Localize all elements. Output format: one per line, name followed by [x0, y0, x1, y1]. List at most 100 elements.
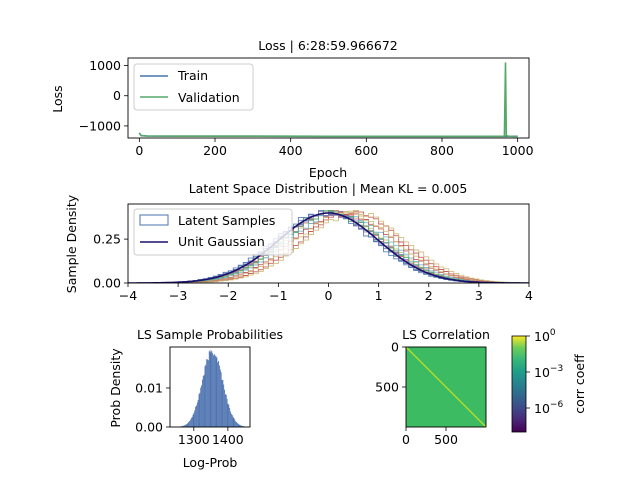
prob-histogram-bar	[236, 421, 237, 427]
loss-xlabel: Epoch	[309, 165, 347, 180]
prob-histogram-bar	[188, 421, 190, 427]
prob-histogram-bar	[211, 350, 213, 427]
latent-sample-histogram	[128, 210, 529, 283]
prob-histogram-bar	[198, 394, 200, 427]
prob-histogram-bar	[241, 425, 242, 427]
prob-histogram-bar	[230, 411, 231, 427]
prob-histogram-bar	[213, 355, 214, 427]
prob-histogram-bar	[209, 350, 211, 427]
prob-histogram-bar	[195, 406, 197, 427]
prob-histogram-bar	[218, 360, 220, 427]
latent-xtick-label: −4	[119, 288, 137, 303]
latent-ticks: −4 −3 −2 −1 0 1 2 3 4 0.25 0.00	[93, 232, 533, 303]
prob-histogram-bar	[201, 385, 202, 427]
prob-xlabel: Log-Prob	[183, 455, 238, 470]
corr-xtick-label: 0	[402, 432, 410, 447]
prob-histogram-bar	[190, 419, 191, 427]
loss-ytick-label: −1000	[79, 118, 121, 133]
prob-histogram-bar	[196, 405, 197, 427]
corr-ytick-label: 0	[391, 340, 399, 355]
prob-histogram-bar	[203, 374, 205, 427]
prob-histogram-bar	[240, 425, 242, 427]
prob-histogram-bar	[236, 423, 238, 427]
loss-xtick-label: 1000	[502, 143, 534, 158]
prob-histogram-bar	[237, 423, 239, 427]
prob-histogram-bar	[239, 424, 241, 427]
loss-panel: Loss | 6:28:59.966672 0 200 400 600 800 1000 1…	[50, 38, 534, 180]
corr-title: LS Correlation	[402, 327, 490, 342]
prob-histogram-bar	[197, 399, 199, 427]
latent-histograms	[128, 209, 529, 283]
colorbar-tick-label: 100	[534, 328, 556, 344]
prob-histogram-bar	[215, 356, 217, 427]
prob-histogram-bar	[184, 424, 186, 427]
colorbar-tick-base: 10	[534, 329, 550, 344]
prob-histogram-bar	[225, 394, 227, 427]
loss-lines	[138, 62, 518, 138]
prob-axes-frame	[169, 346, 251, 428]
latent-xtick-label: 1	[375, 288, 383, 303]
loss-xtick-label: 600	[354, 143, 378, 158]
prob-histogram-bar	[235, 421, 237, 427]
legend-latent-samples-label: Latent Samples	[178, 213, 275, 228]
prob-histogram-bar	[190, 417, 192, 427]
prob-histogram-bar	[199, 392, 201, 427]
latent-ytick-label: 0.00	[93, 276, 121, 291]
latent-xtick-label: −2	[219, 288, 237, 303]
corr-xtick-label: 500	[434, 432, 458, 447]
colorbar-tick-exponent: −6	[550, 400, 564, 410]
prob-ytick-label: 0.01	[135, 380, 163, 395]
loss-ytick-label: 0	[113, 88, 121, 103]
prob-histogram-bar	[210, 352, 212, 427]
prob-histogram-bar	[204, 366, 206, 427]
colorbar-tick-base: 10	[534, 401, 550, 416]
prob-histogram-bar	[214, 355, 216, 427]
loss-ytick-label: 1000	[89, 58, 121, 73]
prob-histogram-bar	[223, 384, 225, 427]
loss-xtick-label: 400	[279, 143, 303, 158]
latent-title: Latent Space Distribution | Mean KL = 0.…	[189, 181, 468, 196]
prob-title: LS Sample Probabilities	[137, 327, 283, 342]
prob-histogram-bar	[219, 369, 221, 427]
colorbar-label: corr coeff	[572, 354, 587, 414]
latent-xtick-label: −1	[269, 288, 287, 303]
corr-ticks: 0 0 500 500	[375, 340, 458, 448]
prob-histogram-bar	[221, 379, 223, 427]
prob-histogram-bar	[185, 424, 187, 427]
prob-histogram-bar	[238, 424, 240, 427]
prob-histogram-bar	[202, 379, 203, 427]
legend-gaussian-label: Unit Gaussian	[178, 234, 265, 249]
corr-ytick-label: 500	[375, 380, 399, 395]
latent-ytick-label: 0.25	[93, 232, 121, 247]
loss-legend: Train Validation	[133, 63, 254, 111]
prob-histogram-bar	[186, 423, 188, 427]
prob-histogram	[179, 350, 246, 427]
prob-histogram-bar	[205, 364, 207, 427]
prob-ylabel: Prob Density	[108, 348, 123, 428]
prob-histogram-bar	[224, 389, 225, 427]
prob-histogram-bar	[230, 413, 232, 427]
prob-histogram-bar	[231, 414, 233, 427]
latent-xtick-label: −3	[169, 288, 187, 303]
colorbar-tick-exponent: −3	[550, 364, 563, 374]
prob-histogram-bar	[207, 359, 208, 427]
prob-histogram-bar	[219, 365, 220, 427]
latent-legend-box	[133, 208, 293, 256]
prob-histogram-bar	[220, 372, 222, 427]
prob-xtick-label: 1300	[178, 432, 210, 447]
prob-histogram-bar	[194, 410, 196, 427]
prob-histogram-bar	[234, 419, 236, 427]
prob-histogram-bar	[200, 387, 202, 427]
loss-axes-frame	[127, 57, 530, 139]
prob-histogram-bar	[208, 351, 210, 427]
prob-histogram-bar	[229, 407, 231, 427]
prob-histogram-bar	[196, 402, 198, 427]
latent-xtick-label: 3	[475, 288, 483, 303]
legend-validation-label: Validation	[178, 90, 240, 105]
prob-histogram-bar	[182, 425, 184, 427]
prob-histogram-bar	[226, 398, 228, 427]
prob-histogram-bar	[232, 416, 234, 427]
